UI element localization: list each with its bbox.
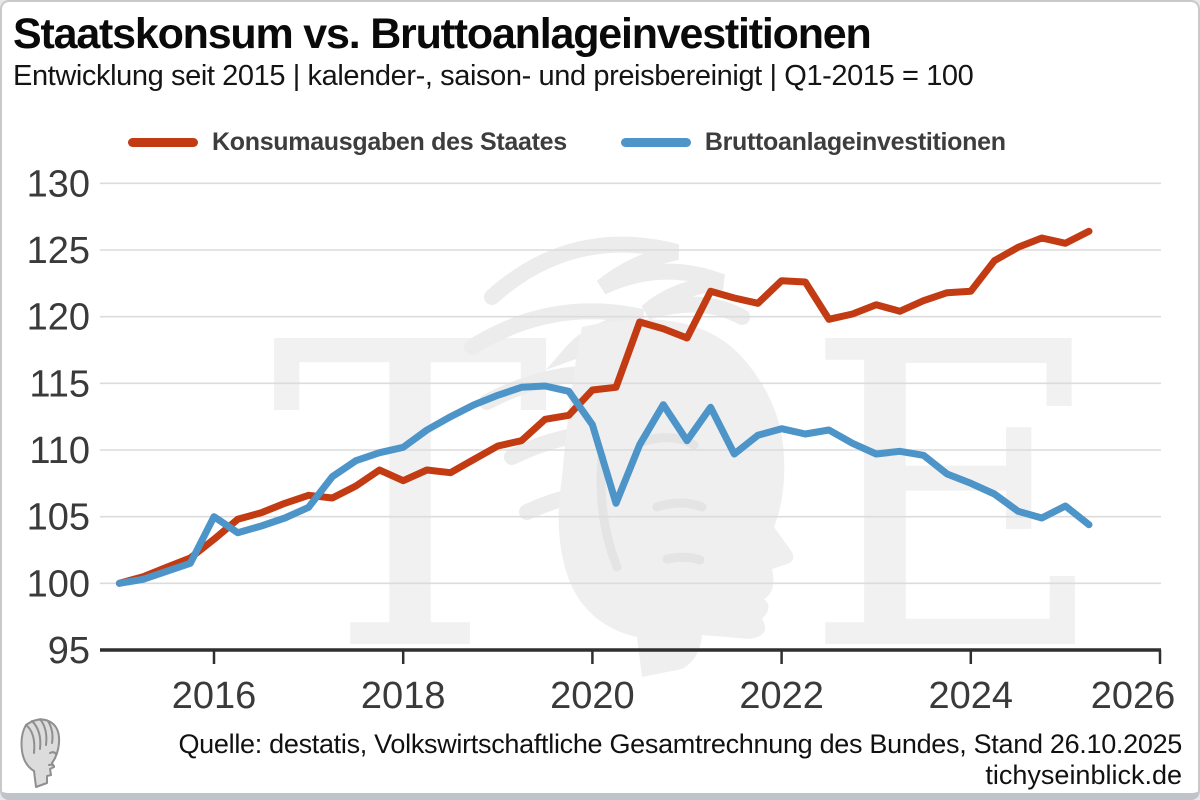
- legend-swatch-bruttoanlageinvestitionen: [620, 137, 691, 147]
- y-tick-label-125: 125: [27, 230, 90, 272]
- legend-label-bruttoanlageinvestitionen: Bruttoanlageinvestitionen: [704, 127, 1006, 156]
- y-tick-label-120: 120: [27, 297, 90, 339]
- y-tick-label-100: 100: [27, 563, 90, 605]
- site-link[interactable]: tichyseinblick.de: [985, 760, 1182, 790]
- page-title: Staatskonsum vs. Bruttoanlageinvestition…: [13, 10, 872, 58]
- y-tick-label-115: 115: [29, 363, 90, 405]
- chart-legend: Konsumausgaben des Staates Bruttoanlagei…: [128, 124, 1006, 160]
- legend-swatch-konsumausgaben: [128, 137, 198, 147]
- tichyseinblick-logo: [20, 718, 61, 788]
- page-subtitle: Entwicklung seit 2015 | kalender-, saiso…: [13, 60, 974, 92]
- x-tick-label-2026: 2026: [1091, 675, 1176, 717]
- x-tick-label-2018: 2018: [361, 675, 446, 717]
- y-tick-label-95: 95: [48, 630, 90, 672]
- y-tick-label-105: 105: [27, 497, 90, 539]
- series-line-bruttoanlageinvestitionen: [115, 382, 1093, 587]
- legend-label-konsumausgaben: Konsumausgaben des Staates: [212, 127, 567, 156]
- plot-area: 95 100 105 110 115 120 125 130 2016 2018 2020 2022 2…: [27, 163, 1176, 717]
- y-tick-label-130: 130: [27, 163, 90, 205]
- source-note: Quelle: destatis, Volkswirtschaftliche G…: [178, 729, 1182, 759]
- series-line-konsumausgaben: [115, 227, 1093, 587]
- x-tick-label-2024: 2024: [929, 675, 1014, 717]
- x-tick-label-2020: 2020: [550, 675, 635, 717]
- x-tick-label-2016: 2016: [172, 675, 257, 717]
- y-tick-label-110: 110: [29, 430, 90, 472]
- x-tick-label-2022: 2022: [739, 675, 824, 717]
